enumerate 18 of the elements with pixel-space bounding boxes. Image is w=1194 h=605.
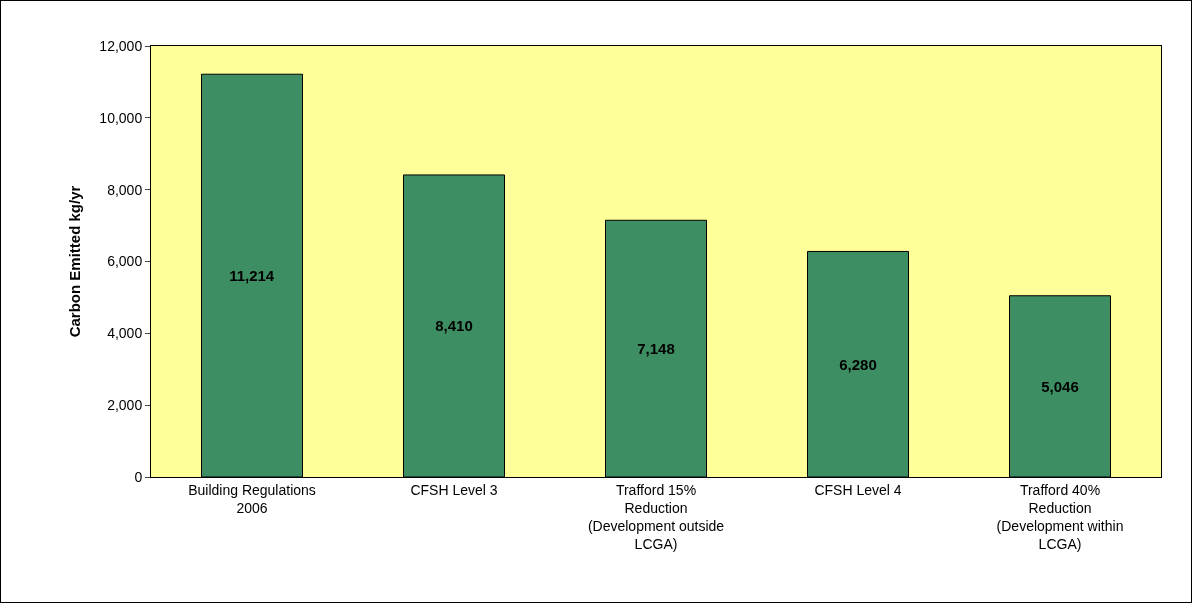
- x-tick-label: CFSH Level 4: [814, 481, 902, 498]
- y-tick-label: 6,000: [107, 253, 143, 270]
- y-tick-label: 4,000: [107, 325, 143, 342]
- y-tick-label: 10,000: [99, 109, 143, 126]
- y-tick-label: 8,000: [107, 181, 143, 198]
- x-tick-label: Trafford 40% Reduction (Development within LCGA): [996, 481, 1124, 553]
- x-tick-label: Building Regulations 2006: [188, 481, 316, 516]
- y-tick-label: 0: [134, 468, 143, 485]
- y-tick-label: 2,000: [107, 397, 143, 414]
- x-tick-label: CFSH Level 3: [410, 481, 498, 498]
- data-label: 6,280: [839, 355, 877, 373]
- data-label: 11,214: [229, 267, 275, 285]
- data-label: 5,046: [1041, 377, 1079, 395]
- data-label: 8,410: [435, 317, 473, 335]
- x-tick-label: Trafford 15% Reduction (Development outside LCGA): [587, 481, 725, 553]
- y-axis-title: Carbon Emitted kg/yr: [65, 185, 83, 338]
- data-label: 7,148: [637, 340, 675, 358]
- y-tick-label: 12,000: [99, 37, 143, 54]
